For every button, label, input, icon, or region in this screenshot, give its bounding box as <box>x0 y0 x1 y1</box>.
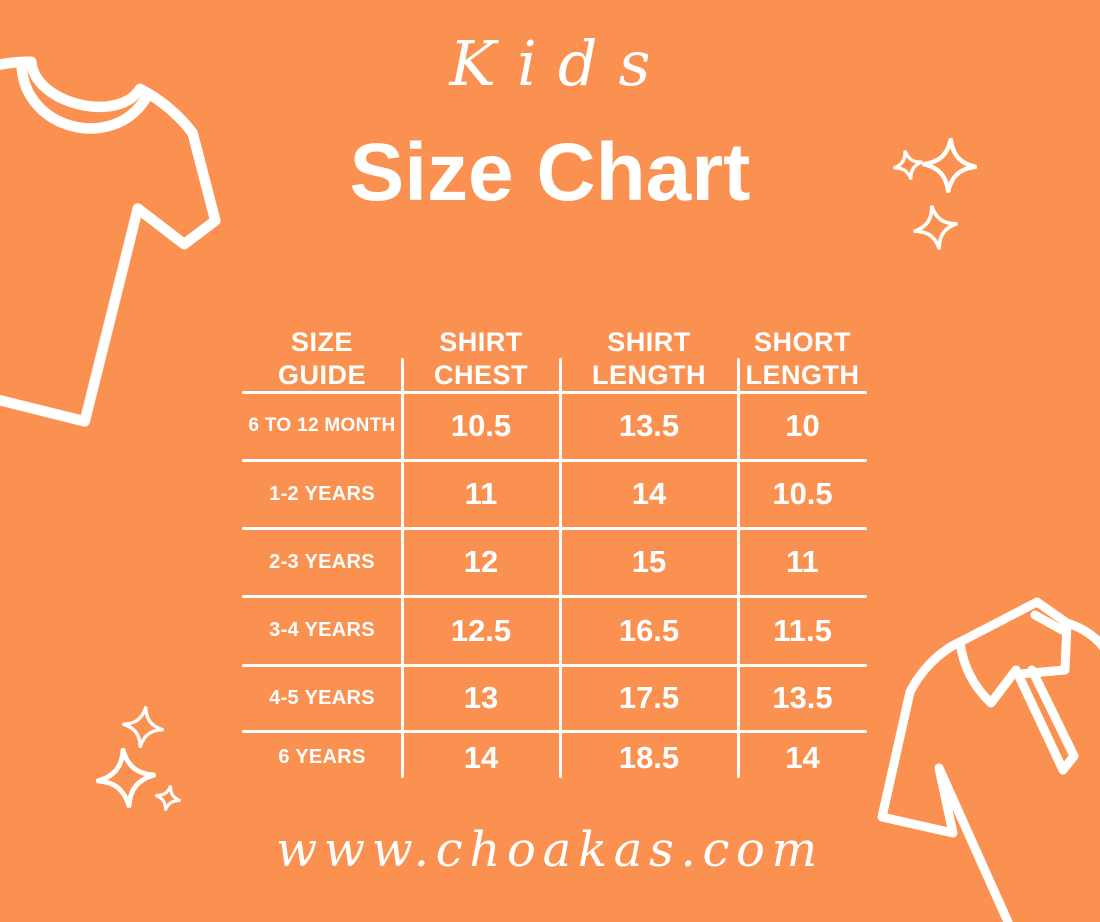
column-header: SIZE GUIDE <box>242 326 402 392</box>
page-title: Size Chart <box>349 127 751 218</box>
row-label: 3-4 YEARS <box>269 619 375 641</box>
table-divider <box>401 358 404 778</box>
size-table: SIZE GUIDE SHIRT CHEST SHIRT LENGTH SHOR… <box>242 326 867 784</box>
column-header-line: SHIRT <box>607 327 691 357</box>
table-divider <box>242 527 867 530</box>
cell-value: 14 <box>631 476 667 511</box>
cell-value: 13.5 <box>772 680 833 715</box>
row-label: 2-3 YEARS <box>269 550 375 573</box>
column-header-line: SIZE <box>290 327 353 357</box>
cell-value: 10.5 <box>772 476 833 511</box>
column-header-line: SHORT <box>754 327 851 357</box>
row-label: 4-5 YEARS <box>269 686 375 709</box>
cell-value: 12.5 <box>450 612 512 648</box>
sparkle-icon <box>95 747 157 809</box>
column-header: SHORT LENGTH <box>738 326 867 392</box>
column-header-line: CHEST <box>433 360 528 390</box>
cell-value: 18.5 <box>618 739 680 775</box>
cell-value: 10 <box>785 408 820 443</box>
row-label: 6 TO 12 MONTH <box>248 415 396 436</box>
table-divider <box>737 358 740 778</box>
kicker-script-title: Kids <box>449 27 672 100</box>
cell-value: 13 <box>463 680 499 715</box>
column-header-line: GUIDE <box>277 360 366 390</box>
cell-value: 11 <box>464 476 498 511</box>
row-label: 6 YEARS <box>278 746 366 768</box>
sparkle-icon <box>154 784 182 812</box>
website-url: www.choakas.com <box>276 822 824 878</box>
cell-value: 17.5 <box>618 680 680 715</box>
column-header-line: LENGTH <box>592 360 706 390</box>
cell-value: 10.5 <box>450 408 512 443</box>
row-label: 1-2 YEARS <box>269 482 375 505</box>
table-divider <box>242 459 867 462</box>
cell-value: 11.5 <box>773 612 832 648</box>
sparkle-icon <box>121 705 165 749</box>
cell-value: 14 <box>463 739 499 775</box>
table-divider <box>559 358 562 778</box>
cell-value: 11 <box>786 544 819 579</box>
cell-value: 12 <box>463 544 499 579</box>
cell-value: 15 <box>631 544 667 579</box>
column-header-line: LENGTH <box>745 360 860 390</box>
cell-value: 16.5 <box>618 612 680 648</box>
cell-value: 13.5 <box>618 408 680 443</box>
column-header: SHIRT CHEST <box>402 326 560 392</box>
table-divider <box>242 391 867 394</box>
column-header: SHIRT LENGTH <box>560 326 738 392</box>
column-header-line: SHIRT <box>439 327 523 357</box>
cell-value: 14 <box>785 739 820 775</box>
table-divider <box>242 664 867 667</box>
table-divider <box>242 730 867 733</box>
table-divider <box>242 595 867 598</box>
